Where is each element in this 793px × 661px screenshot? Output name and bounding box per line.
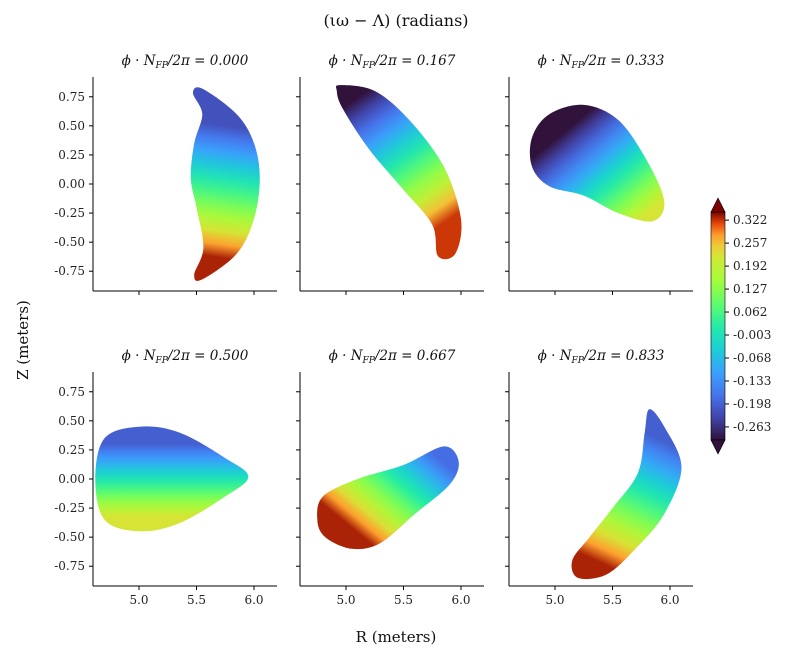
- panel-title-sub: FP: [362, 356, 376, 366]
- flux-surface-crosssection: [335, 85, 462, 260]
- x-tick-label: 5.0: [545, 593, 564, 607]
- colorbar-tick-label: 0.127: [733, 282, 767, 296]
- y-tick-label: -0.50: [54, 530, 85, 544]
- y-tick-label: 0.75: [58, 385, 85, 399]
- panel-title-sub: FP: [155, 356, 169, 366]
- panel-3: ϕ · NFP/2π = 0.500 0.75 0.50 0.25 0.00 -0.25 -…: [54, 348, 277, 607]
- y-tick-label: 0.25: [58, 148, 85, 162]
- y-tick-label: 0.25: [58, 443, 85, 457]
- panel-2: ϕ · NFP/2π = 0.333: [505, 53, 693, 295]
- panel-title: ϕ · NFP/2π = 0.500: [122, 348, 249, 366]
- x-tick-label: 6.0: [451, 593, 470, 607]
- y-tick-label: 0.50: [58, 119, 85, 133]
- y-tick-label: 0.50: [58, 414, 85, 428]
- y-tick-label: -0.75: [54, 559, 85, 573]
- y-tick-label: -0.25: [54, 206, 85, 220]
- x-tick-label: 5.5: [603, 593, 622, 607]
- colorbar-tick-label: 0.062: [733, 305, 767, 319]
- panel-title-suffix: /2π = 0.000: [166, 53, 249, 69]
- colorbar-body: [710, 211, 726, 441]
- panel-title-suffix: /2π = 0.167: [373, 53, 456, 69]
- panel-title-sub: FP: [571, 61, 585, 71]
- x-tick-label: 6.0: [660, 593, 679, 607]
- panel-title-n: N: [559, 53, 573, 69]
- panel-title-prefix: ϕ ·: [122, 53, 144, 69]
- flux-surface-crosssection: [190, 87, 260, 281]
- colorbar-min-extend: [710, 439, 726, 455]
- y-axis-label: Z (meters): [14, 300, 32, 380]
- panel-title-prefix: ϕ ·: [122, 348, 144, 364]
- panel-title-sub: FP: [362, 61, 376, 71]
- colorbar-tick-label: 0.192: [733, 259, 767, 273]
- panel-title-prefix: ϕ ·: [329, 53, 351, 69]
- panel-title-prefix: ϕ ·: [538, 348, 560, 364]
- y-tick-label: -0.50: [54, 235, 85, 249]
- panel-4: ϕ · NFP/2π = 0.667 5.0 5.5 6.0: [296, 348, 484, 607]
- x-tick-label: 5.5: [187, 593, 206, 607]
- panel-title: ϕ · NFP/2π = 0.667: [329, 348, 456, 366]
- flux-surface-crosssection: [95, 426, 249, 532]
- panel-title-suffix: /2π = 0.667: [373, 348, 456, 364]
- panel-title: ϕ · NFP/2π = 0.833: [538, 348, 665, 366]
- panel-title-suffix: /2π = 0.833: [582, 348, 665, 364]
- y-tick-label: -0.25: [54, 501, 85, 515]
- panel-title: ϕ · NFP/2π = 0.167: [329, 53, 456, 71]
- flux-surface-crosssection: [317, 446, 459, 550]
- x-axis-label: R (meters): [356, 628, 437, 646]
- panel-title-suffix: /2π = 0.333: [582, 53, 665, 69]
- colorbar-max-extend: [710, 197, 726, 213]
- panel-title-sub: FP: [571, 356, 585, 366]
- colorbar-tick-label: -0.198: [733, 397, 771, 411]
- panel-5: ϕ · NFP/2π = 0.833 5.0 5.5 6.0: [505, 348, 693, 607]
- panel-grid: ϕ · NFP/2π = 0.0000.750.500.250.00-0.25-…: [54, 53, 693, 607]
- panel-0: ϕ · NFP/2π = 0.000 0.75 0.50 0.25 0.00 -0.25 -…: [54, 53, 277, 295]
- flux-surface-crosssection: [571, 409, 682, 580]
- y-tick-label: -0.75: [54, 264, 85, 278]
- panel-1: ϕ · NFP/2π = 0.167: [296, 53, 484, 295]
- y-tick-label: 0.00: [58, 472, 85, 486]
- x-tick-label: 5.0: [129, 593, 148, 607]
- panel-title-suffix: /2π = 0.500: [166, 348, 249, 364]
- panel-title-n: N: [350, 53, 364, 69]
- y-tick-label: 0.00: [58, 177, 85, 191]
- panel-title-n: N: [143, 53, 157, 69]
- panel-title: ϕ · NFP/2π = 0.333: [538, 53, 665, 71]
- panel-title-n: N: [143, 348, 157, 364]
- colorbar-tick-label: -0.133: [733, 374, 771, 388]
- colorbar-tick-label: -0.263: [733, 420, 771, 434]
- x-tick-label: 5.0: [336, 593, 355, 607]
- y-tick-label: 0.75: [58, 90, 85, 104]
- figure-title: (ιω − Λ) (radians): [323, 11, 468, 30]
- colorbar-tick-label: 0.322: [733, 213, 767, 227]
- colorbar-tick-label: -0.068: [733, 351, 771, 365]
- colorbar: 0.322 0.257 0.192 0.127 0.062 -0.003 -0.068 -0.…: [710, 197, 771, 455]
- panel-title-n: N: [559, 348, 573, 364]
- panel-title-sub: FP: [155, 61, 169, 71]
- colorbar-tick-label: -0.003: [733, 328, 771, 342]
- panel-title-prefix: ϕ ·: [538, 53, 560, 69]
- x-tick-label: 6.0: [244, 593, 263, 607]
- x-tick-label: 5.5: [394, 593, 413, 607]
- panel-title-n: N: [350, 348, 364, 364]
- flux-surface-crosssection: [529, 104, 665, 222]
- panel-title-prefix: ϕ ·: [329, 348, 351, 364]
- colorbar-tick-label: 0.257: [733, 236, 767, 250]
- panel-title: ϕ · NFP/2π = 0.000: [122, 53, 249, 71]
